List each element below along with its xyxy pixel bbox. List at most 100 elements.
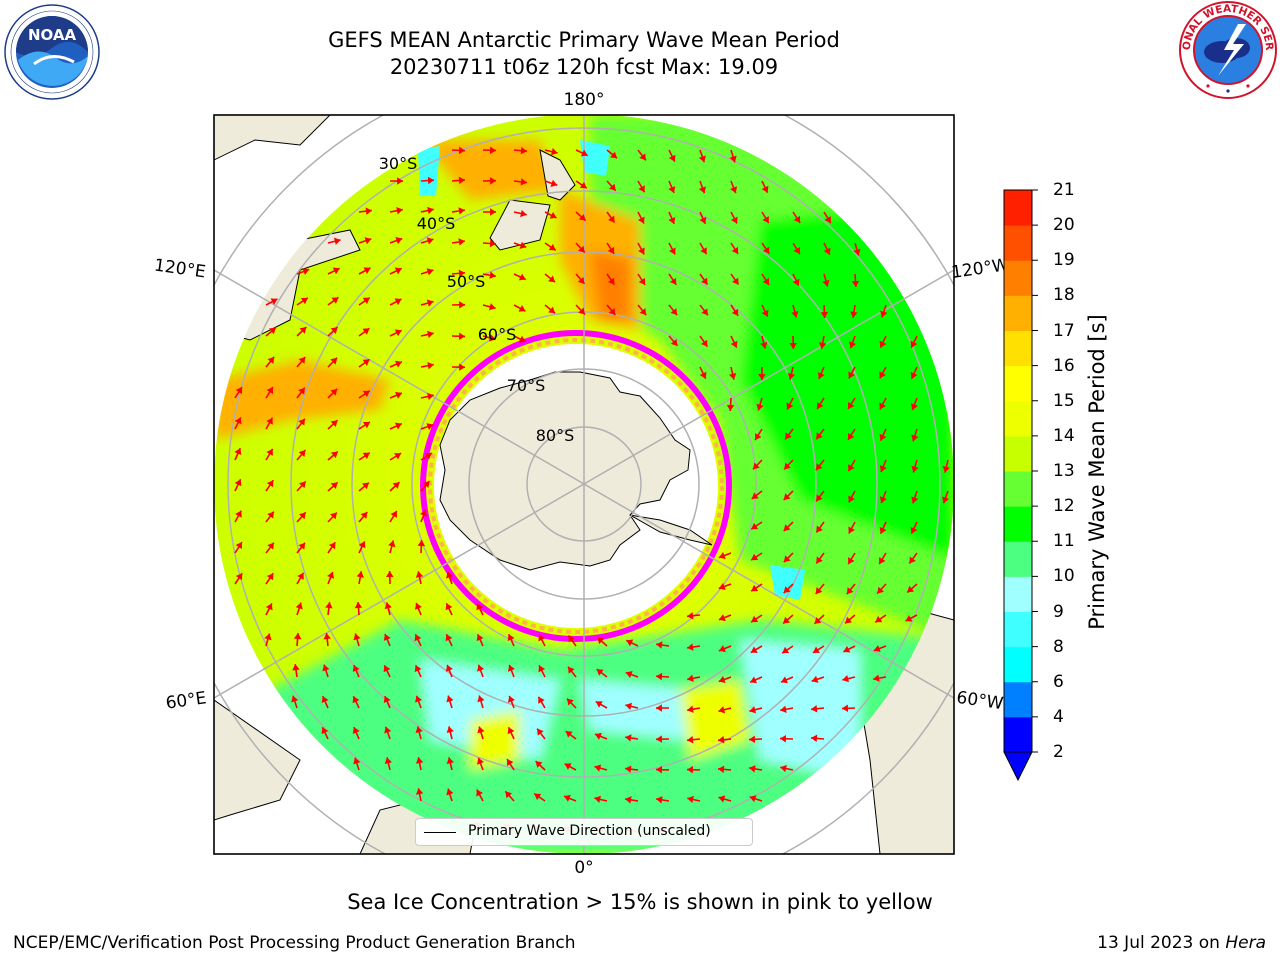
colorbar-segment <box>1004 330 1032 367</box>
wave-direction-arrowhead <box>849 341 857 349</box>
wave-direction-arrowhead <box>270 298 278 306</box>
wave-direction-arrowhead <box>699 216 707 224</box>
wave-direction-arrowhead <box>656 765 663 774</box>
wave-direction-arrowhead <box>596 669 604 676</box>
colorbar-tick-label: 12 <box>1053 496 1075 517</box>
wave-direction-arrowhead <box>426 423 434 431</box>
wave-direction-arrowhead <box>750 646 758 653</box>
colorbar-segment <box>1004 716 1032 753</box>
wave-direction-arrowhead <box>752 462 760 470</box>
wave-direction-arrowhead <box>568 635 575 643</box>
wave-direction-arrowhead <box>422 481 430 489</box>
wave-direction-arrowhead <box>818 342 827 349</box>
wave-direction-arrowhead <box>477 726 485 734</box>
wave-direction-arrowhead <box>520 178 527 186</box>
lat-label-40s: 40°S <box>417 214 456 233</box>
wave-direction-arrowhead <box>718 735 725 744</box>
wave-direction-arrowhead <box>626 639 634 647</box>
wave-direction-arrowhead <box>358 541 366 549</box>
wave-direction-arrowhead <box>577 276 585 284</box>
wave-direction-arrowhead <box>566 698 574 706</box>
wave-direction-arrowhead <box>875 615 883 623</box>
wave-direction-arrowhead <box>330 451 338 459</box>
map-frame-content <box>214 115 954 854</box>
wave-direction-arrowhead <box>749 795 757 803</box>
wave-direction-arrowhead <box>292 664 300 671</box>
wave-direction-arrowhead <box>332 267 340 275</box>
lat-label-50s: 50°S <box>447 272 486 291</box>
wave-direction-arrowhead <box>907 585 915 593</box>
wave-direction-arrowhead <box>266 573 274 581</box>
wave-direction-arrowhead <box>458 269 465 278</box>
wave-direction-arrowhead <box>785 432 792 440</box>
lon-label-60w: 60°W <box>955 688 1004 714</box>
wave-direction-arrowhead <box>489 271 496 279</box>
colorbar-tick-label: 6 <box>1053 671 1064 692</box>
wave-direction-arrowhead <box>394 329 402 337</box>
wave-direction-arrowhead <box>842 704 849 713</box>
wave-direction-arrowhead <box>331 297 339 304</box>
wave-direction-arrowhead <box>580 149 588 157</box>
wave-direction-arrowhead <box>459 363 465 371</box>
wave-direction-arrowhead <box>761 309 769 317</box>
wave-direction-arrowhead <box>266 387 273 395</box>
wave-direction-arrowhead <box>789 342 797 349</box>
lon-label-60e: 60°E <box>165 688 208 713</box>
wave-direction-arrowhead <box>548 275 556 283</box>
wave-direction-arrowhead <box>820 311 829 318</box>
wave-direction-arrowhead <box>427 330 434 339</box>
wave-direction-arrowhead <box>505 791 513 799</box>
wave-direction-arrowhead <box>362 390 370 398</box>
lat-label-70s: 70°S <box>507 376 546 395</box>
wave-direction-arrowhead <box>361 482 369 490</box>
wave-direction-arrowhead <box>298 512 306 520</box>
wave-direction-arrowhead <box>669 277 677 285</box>
wave-direction-arrowhead <box>354 602 363 609</box>
wave-direction-arrowhead <box>477 695 485 703</box>
colorbar-tick-label: 17 <box>1053 320 1075 341</box>
wave-direction-arrowhead <box>330 482 338 490</box>
wave-direction-arrowhead <box>638 277 646 285</box>
colorbar-tick-label: 15 <box>1053 390 1075 411</box>
wave-direction-arrowhead <box>639 153 646 161</box>
wave-direction-arrowhead <box>363 267 371 274</box>
wave-direction-arrowhead <box>490 208 496 216</box>
wave-direction-arrowhead <box>812 646 820 653</box>
wave-direction-arrowhead <box>394 267 402 275</box>
wave-direction-arrowhead <box>822 279 830 287</box>
wave-direction-arrowhead <box>811 704 818 713</box>
wave-direction-arrowhead <box>670 308 678 316</box>
wave-direction-arrowhead <box>266 448 273 456</box>
wave-direction-arrowhead <box>330 388 338 396</box>
wave-direction-arrowhead <box>793 247 800 255</box>
wave-direction-arrowhead <box>563 794 571 802</box>
wave-direction-arrowhead <box>420 509 428 517</box>
wave-direction-arrowhead <box>266 480 274 488</box>
wave-direction-arrowhead <box>568 666 575 674</box>
colorbar-tick-label: 20 <box>1053 215 1075 236</box>
wave-direction-arrowhead <box>458 207 465 215</box>
wave-direction-arrowhead <box>718 645 726 653</box>
wave-direction-arrowhead <box>362 328 370 335</box>
colorbar-segment <box>1004 611 1032 648</box>
wave-direction-arrowhead <box>730 216 738 224</box>
lon-label-0: 0° <box>574 858 593 878</box>
wave-direction-arrowhead <box>700 247 707 255</box>
wave-direction-arrowhead <box>848 402 855 410</box>
wave-direction-arrowhead <box>638 185 645 193</box>
graticule <box>214 115 954 854</box>
wave-direction-arrowhead <box>293 633 302 640</box>
wave-direction-arrowhead <box>625 765 632 773</box>
wave-direction-arrowhead <box>234 479 242 487</box>
wave-direction-arrowhead <box>816 432 823 440</box>
wave-direction-arrowhead <box>352 696 360 704</box>
wave-direction-arrowhead <box>298 418 305 426</box>
wave-direction-arrowhead <box>362 359 370 366</box>
wave-direction-arrowhead <box>879 433 887 441</box>
wave-direction-arrowhead <box>879 402 886 410</box>
wave-direction-arrowhead <box>848 432 855 440</box>
wave-direction-arrowhead <box>490 177 496 185</box>
colorbar-tick-label: 11 <box>1053 531 1075 552</box>
wave-direction-arrowhead <box>701 277 708 285</box>
wave-direction-arrowhead <box>392 482 400 489</box>
